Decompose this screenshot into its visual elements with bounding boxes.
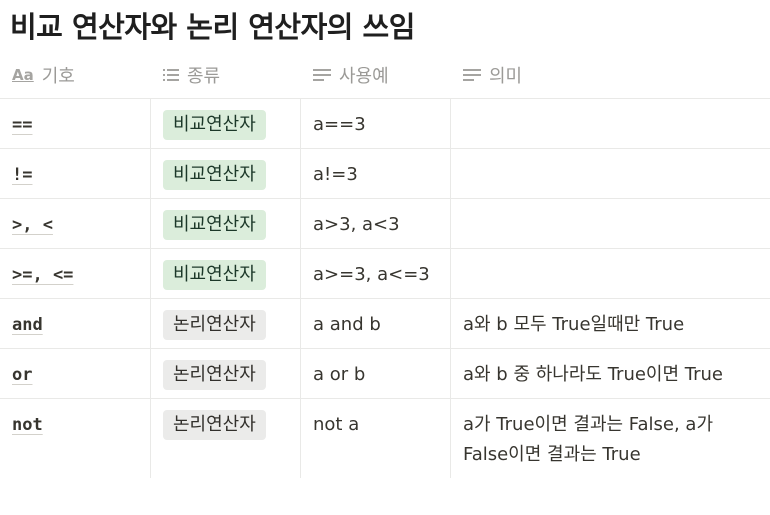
meaning-cell[interactable]: a와 b 중 하나라도 True이면 True <box>463 364 724 385</box>
usage-cell[interactable]: not a <box>301 399 451 478</box>
meaning-cell[interactable] <box>451 149 770 198</box>
column-header-label: 사용예 <box>339 66 389 87</box>
text-lines-icon <box>313 68 331 82</box>
database-table: Aa 기호 종류 사용예 의미 == 비교연산자 a==3 != 비 <box>0 52 770 478</box>
meaning-cell[interactable] <box>451 199 770 248</box>
column-header-kind[interactable]: 종류 <box>151 52 301 98</box>
usage-cell[interactable]: a==3 <box>301 99 451 148</box>
usage-cell[interactable]: a or b <box>301 349 451 398</box>
symbol-cell[interactable]: >, < <box>12 215 53 235</box>
table-header: Aa 기호 종류 사용예 의미 <box>0 52 770 99</box>
symbol-cell[interactable]: and <box>12 315 43 335</box>
kind-tag[interactable]: 논리연산자 <box>163 310 266 340</box>
symbol-cell[interactable]: != <box>12 165 33 185</box>
usage-cell[interactable]: a!=3 <box>301 149 451 198</box>
column-header-label: 기호 <box>41 66 75 87</box>
meaning-cell[interactable]: a가 True이면 결과는 False, a가 False이면 결과는 True <box>463 414 714 465</box>
text-property-icon: Aa <box>12 66 34 84</box>
page-title: 비교 연산자와 논리 연산자의 쓰임 <box>10 10 415 44</box>
column-header-usage[interactable]: 사용예 <box>301 52 451 98</box>
kind-tag[interactable]: 비교연산자 <box>163 160 266 190</box>
table-row[interactable]: not 논리연산자 not a a가 True이면 결과는 False, a가 … <box>0 399 770 478</box>
table-row[interactable]: >=, <= 비교연산자 a>=3, a<=3 <box>0 249 770 299</box>
text-lines-icon <box>463 68 481 82</box>
column-header-label: 의미 <box>489 66 523 87</box>
meaning-cell[interactable] <box>451 249 770 298</box>
table-row[interactable]: != 비교연산자 a!=3 <box>0 149 770 199</box>
symbol-cell[interactable]: >=, <= <box>12 265 74 285</box>
table-row[interactable]: >, < 비교연산자 a>3, a<3 <box>0 199 770 249</box>
list-icon <box>163 68 179 82</box>
column-header-meaning[interactable]: 의미 <box>451 52 770 98</box>
kind-tag[interactable]: 비교연산자 <box>163 110 266 140</box>
symbol-cell[interactable]: == <box>12 115 33 135</box>
table-row[interactable]: and 논리연산자 a and b a와 b 모두 True일때만 True <box>0 299 770 349</box>
table-row[interactable]: == 비교연산자 a==3 <box>0 99 770 149</box>
symbol-cell[interactable]: or <box>12 365 33 385</box>
kind-tag[interactable]: 비교연산자 <box>163 210 266 240</box>
column-header-symbol[interactable]: Aa 기호 <box>0 52 151 98</box>
kind-tag[interactable]: 비교연산자 <box>163 260 266 290</box>
usage-cell[interactable]: a>=3, a<=3 <box>301 249 451 298</box>
column-header-label: 종류 <box>187 66 221 87</box>
table-row[interactable]: or 논리연산자 a or b a와 b 중 하나라도 True이면 True <box>0 349 770 399</box>
kind-tag[interactable]: 논리연산자 <box>163 410 266 440</box>
usage-cell[interactable]: a>3, a<3 <box>301 199 451 248</box>
meaning-cell[interactable] <box>451 99 770 148</box>
meaning-cell[interactable]: a와 b 모두 True일때만 True <box>463 314 685 335</box>
symbol-cell[interactable]: not <box>12 415 43 435</box>
kind-tag[interactable]: 논리연산자 <box>163 360 266 390</box>
usage-cell[interactable]: a and b <box>301 299 451 348</box>
